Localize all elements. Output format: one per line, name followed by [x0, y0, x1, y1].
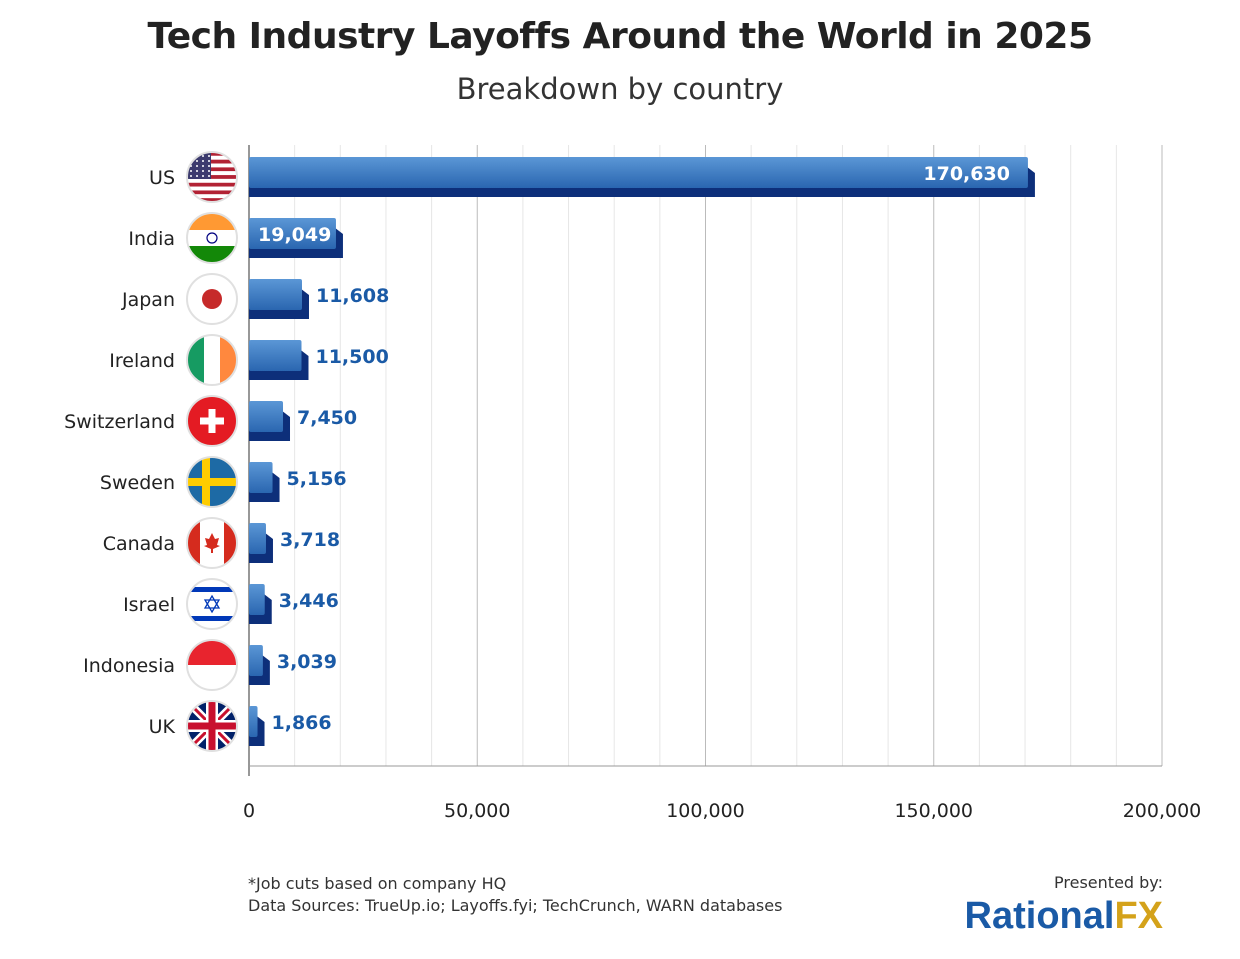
value-label: 11,500: [315, 346, 388, 368]
category-label: India: [128, 228, 175, 250]
bar: [249, 218, 336, 249]
x-tick-label: 200,000: [1123, 800, 1202, 822]
category-label: Israel: [123, 594, 175, 616]
bar: [249, 584, 265, 615]
note-text: *Job cuts based on company HQ: [248, 874, 507, 893]
bar: [249, 645, 263, 676]
value-label: 3,446: [279, 590, 339, 612]
value-label: 3,039: [277, 651, 337, 673]
value-label: 19,049: [258, 224, 331, 246]
x-tick-label: 100,000: [666, 800, 745, 822]
category-label: Ireland: [109, 350, 175, 372]
sources-text: Data Sources: TrueUp.io; Layoffs.fyi; Te…: [248, 896, 783, 915]
bar: [249, 157, 1028, 188]
israel-flag-icon: [186, 578, 238, 630]
category-label: Sweden: [100, 472, 175, 494]
category-label: Switzerland: [64, 411, 175, 433]
category-label: Japan: [121, 289, 175, 311]
ireland-flag-icon: [186, 334, 238, 386]
logo-part-1: Rational: [964, 895, 1115, 937]
bar: [249, 401, 284, 432]
chart-subtitle: Breakdown by country: [456, 72, 784, 106]
sweden-flag-icon: [186, 456, 238, 508]
us-flag-icon: [186, 151, 238, 203]
x-tick-label: 0: [243, 800, 255, 822]
bar: [249, 462, 273, 493]
logo-part-2: FX: [1114, 895, 1163, 937]
japan-flag-icon: [186, 273, 238, 325]
bar: [249, 279, 302, 310]
value-label: 1,866: [272, 712, 332, 734]
bar: [249, 340, 302, 371]
value-label: 5,156: [287, 468, 347, 490]
bar: [249, 706, 258, 737]
x-tick-label: 50,000: [444, 800, 510, 822]
presented-by: Presented by:: [1054, 873, 1163, 892]
category-label: US: [149, 167, 175, 189]
uk-flag-icon: [186, 700, 238, 752]
category-label: UK: [149, 716, 176, 738]
category-label: Indonesia: [83, 655, 175, 677]
x-tick-label: 150,000: [894, 800, 973, 822]
switzerland-flag-icon: [186, 395, 238, 447]
value-label: 7,450: [297, 407, 357, 429]
bar: [249, 523, 266, 554]
canada-flag-icon: [186, 517, 238, 569]
category-label: Canada: [103, 533, 175, 555]
value-label: 11,608: [316, 285, 389, 307]
indonesia-flag-icon: [186, 639, 238, 691]
india-flag-icon: [186, 212, 238, 264]
footnote: *Job cuts based on company HQ Data Sourc…: [248, 873, 782, 917]
chart-title: Tech Industry Layoffs Around the World i…: [147, 16, 1093, 57]
rationalfx-logo: RationalFX: [965, 895, 1163, 938]
value-label: 3,718: [280, 529, 340, 551]
value-label: 170,630: [923, 163, 1010, 185]
